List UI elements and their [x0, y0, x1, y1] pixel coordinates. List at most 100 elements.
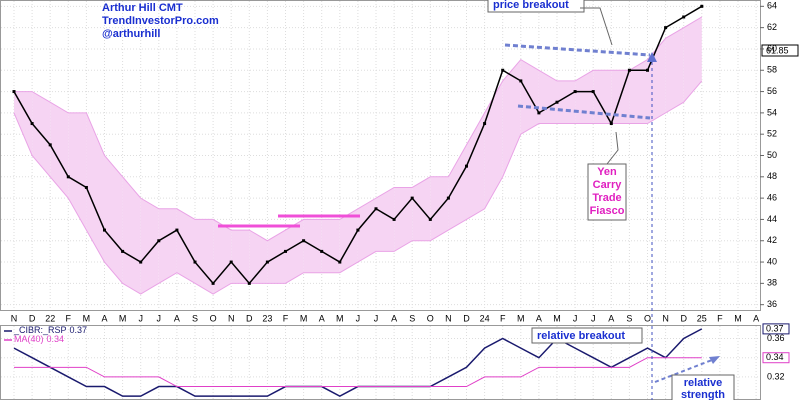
- price-bar: [392, 217, 396, 221]
- plot: [12, 4, 704, 398]
- x-tick-label: D: [246, 313, 253, 323]
- y-tick-label: 0.36: [767, 333, 785, 343]
- x-tick-label: F: [717, 313, 723, 323]
- price-label-box: [761, 44, 799, 57]
- author: Arthur Hill CMT: [102, 2, 183, 14]
- y-tick-label: 36: [767, 299, 777, 309]
- arrow: [647, 52, 657, 62]
- value-box: [762, 352, 790, 364]
- legend-value: 0.37: [70, 325, 88, 335]
- price-bar: [12, 90, 16, 94]
- price-bar: [338, 260, 342, 264]
- y-tick-label: 0.32: [767, 371, 785, 381]
- price-bar: [265, 260, 269, 264]
- legend-entry: _CIBR:_RSP 0.37: [13, 325, 87, 335]
- price-bar: [320, 249, 324, 253]
- legend-entry: MA(40) 0.34: [14, 334, 64, 344]
- price-bar: [103, 228, 106, 232]
- x-tick-label: J: [591, 313, 596, 323]
- legend-name: MA(40): [14, 334, 44, 344]
- x-tick-label: 23: [262, 313, 272, 323]
- price-bar: [175, 228, 179, 232]
- x-tick-label: S: [409, 313, 415, 323]
- y-tick-label: 56: [767, 86, 777, 96]
- callout-pointer: [580, 7, 613, 46]
- callout: Yen Carry Trade Fiasco: [589, 166, 625, 217]
- x-tick-label: N: [228, 313, 235, 323]
- price-bar: [157, 239, 161, 243]
- price-bar: [30, 122, 34, 126]
- band-fill: [86, 112, 105, 263]
- x-tick-label: A: [391, 313, 397, 323]
- x-tick-label: F: [66, 313, 72, 323]
- callout-box: [671, 374, 735, 404]
- y-tick-label: 38: [767, 278, 777, 288]
- band-fill: [557, 80, 576, 124]
- lower-band: [13, 80, 703, 295]
- y-tick-label: 52: [767, 129, 777, 139]
- x-tick-label: J: [374, 313, 379, 323]
- x-tick-label: A: [753, 313, 759, 323]
- price-bar: [48, 143, 52, 147]
- callout-pointer: [606, 131, 619, 165]
- price-bar: [121, 249, 125, 253]
- band-fill: [376, 187, 395, 252]
- y-tick-label: 48: [767, 171, 777, 181]
- price-bar: [356, 228, 360, 232]
- x-tick-label: A: [101, 313, 107, 323]
- price-bar: [302, 239, 306, 243]
- band-fill: [231, 230, 250, 284]
- price-bar: [627, 68, 631, 72]
- x-tick-label: N: [445, 313, 452, 323]
- x-tick-label: N: [11, 313, 18, 323]
- band-fill: [285, 219, 304, 284]
- price-bar: [555, 100, 559, 104]
- x-tick-label: N: [662, 313, 669, 323]
- price-bar: [139, 260, 143, 264]
- price-bar: [284, 249, 287, 253]
- callout: relative strength: [681, 377, 725, 401]
- x-tick-label: A: [319, 313, 325, 323]
- legend-name: _CIBR:_RSP: [13, 325, 67, 335]
- handle: @arthurhill: [102, 28, 160, 40]
- x-tick-label: O: [644, 313, 651, 323]
- price-bar: [229, 260, 233, 264]
- x-tick-label: J: [138, 313, 143, 323]
- x-tick-label: D: [680, 313, 687, 323]
- band-fill: [195, 219, 214, 295]
- ma-line: [14, 357, 702, 388]
- price-bar: [646, 68, 649, 72]
- band-fill: [140, 198, 159, 295]
- price-bar: [465, 164, 468, 168]
- band-fill: [213, 219, 232, 295]
- band-fill: [448, 144, 467, 231]
- price-bar: [609, 122, 613, 126]
- x-tick-label: M: [336, 313, 344, 323]
- x-tick-label: A: [608, 313, 614, 323]
- price-bar: [84, 185, 88, 189]
- trendline: [654, 359, 713, 383]
- x-tick-label: D: [463, 313, 470, 323]
- band-fill: [502, 59, 521, 177]
- value-label: 0.37: [766, 323, 784, 333]
- x-tick-label: 25: [697, 313, 707, 323]
- x-tick-label: M: [83, 313, 91, 323]
- price-bar: [573, 90, 577, 94]
- band-fill: [629, 59, 648, 124]
- x-tick-label: S: [626, 313, 632, 323]
- price-bar: [446, 196, 450, 200]
- x-tick-label: 22: [45, 313, 55, 323]
- price-bar: [591, 90, 595, 94]
- price-bar: [700, 4, 704, 8]
- band-fill: [14, 91, 33, 156]
- trendline: [504, 43, 651, 57]
- x-tick-label: O: [427, 313, 434, 323]
- price-bar: [682, 15, 686, 19]
- callout-box: [487, 0, 585, 13]
- value-box: [762, 323, 790, 335]
- band-fill: [321, 219, 340, 273]
- last-price: 61.85: [766, 45, 789, 55]
- x-tick-label: A: [174, 313, 180, 323]
- y-tick-label: 44: [767, 214, 777, 224]
